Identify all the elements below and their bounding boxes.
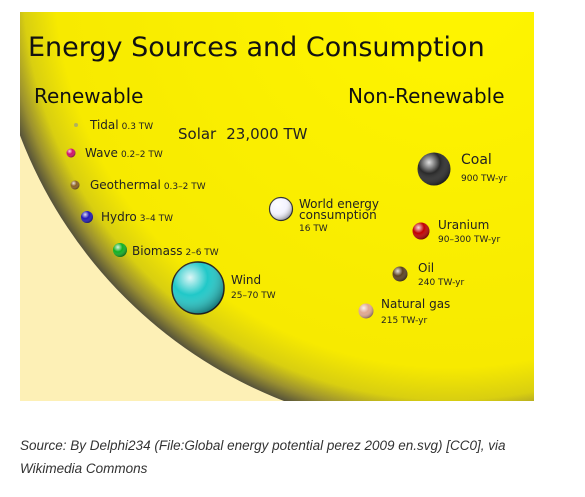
uranium-name: Uranium	[438, 218, 489, 232]
energy-diagram-svg: Energy Sources and Consumption Renewable…	[20, 12, 534, 401]
natural-gas-name: Natural gas	[381, 297, 450, 311]
coal-name: Coal	[461, 152, 492, 168]
energy-diagram: Energy Sources and Consumption Renewable…	[20, 12, 534, 401]
world-consumption-line1: World energy	[299, 197, 379, 211]
tidal-label: Tidal 0.3 TW	[89, 118, 153, 132]
natural-gas-value: 215 TW-yr	[381, 316, 427, 326]
solar-name: Solar	[178, 125, 217, 143]
wind-value: 25–70 TW	[231, 291, 276, 301]
wave-label: Wave 0.2–2 TW	[85, 146, 163, 160]
tidal-ball	[74, 123, 78, 127]
solar-label: Solar 23,000 TW	[178, 125, 308, 143]
oil-name: Oil	[418, 261, 434, 275]
hydro-label: Hydro 3–4 TW	[101, 210, 173, 224]
world-consumption-value: 16 TW	[299, 224, 328, 234]
image-caption: Source: By Delphi234 (File:Global energy…	[20, 438, 506, 476]
biomass-label: Biomass 2–6 TW	[132, 244, 219, 258]
geothermal-label: Geothermal 0.3–2 TW	[90, 178, 206, 192]
uranium-value: 90–300 TW-yr	[438, 235, 500, 245]
world-consumption-line2: consumption	[299, 208, 377, 222]
solar-value: 23,000 TW	[226, 125, 307, 143]
oil-value: 240 TW-yr	[418, 278, 464, 288]
non-renewable-heading: Non-Renewable	[348, 84, 505, 108]
coal-value: 900 TW-yr	[461, 174, 507, 184]
diagram-title: Energy Sources and Consumption	[28, 32, 485, 63]
renewable-heading: Renewable	[34, 84, 143, 108]
wind-name: Wind	[231, 273, 261, 287]
